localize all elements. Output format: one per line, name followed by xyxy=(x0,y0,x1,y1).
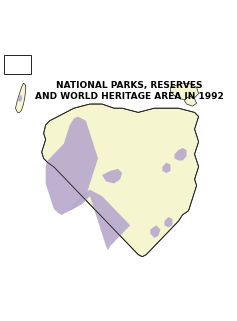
Polygon shape xyxy=(170,83,199,100)
Polygon shape xyxy=(18,95,22,102)
Text: NATIONAL PARKS, RESERVES
AND WORLD HERITAGE AREA IN 1992: NATIONAL PARKS, RESERVES AND WORLD HERIT… xyxy=(35,82,224,101)
Polygon shape xyxy=(150,225,160,238)
Polygon shape xyxy=(185,97,197,106)
Polygon shape xyxy=(42,104,199,257)
Polygon shape xyxy=(164,217,173,227)
Polygon shape xyxy=(46,117,98,215)
Bar xyxy=(4,55,31,74)
Polygon shape xyxy=(15,83,26,112)
Polygon shape xyxy=(102,169,122,184)
Polygon shape xyxy=(70,190,130,250)
Polygon shape xyxy=(162,163,170,173)
Polygon shape xyxy=(174,148,187,160)
